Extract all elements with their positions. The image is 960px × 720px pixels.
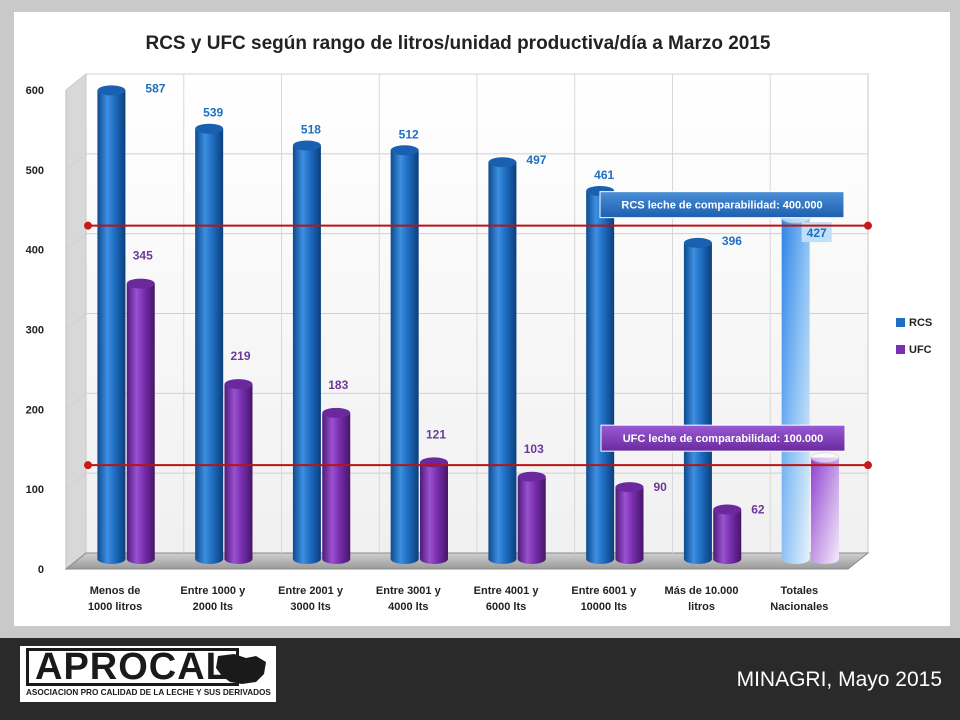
x-tick-label: 1000 litros (88, 601, 142, 613)
bar-rcs (781, 212, 811, 564)
data-label-rcs: 512 (399, 127, 419, 141)
bar-ufc (615, 482, 644, 564)
bar-rcs (390, 145, 419, 564)
data-label-ufc: 121 (426, 427, 446, 441)
data-label-rcs: 587 (145, 81, 165, 95)
legend-swatch (896, 318, 905, 327)
y-tick-label: 100 (26, 484, 44, 496)
logo-subtitle: ASOCIACION PRO CALIDAD DE LA LECHE Y SUS… (26, 688, 271, 697)
floor (64, 552, 870, 570)
data-label-ufc: 90 (653, 480, 667, 494)
x-tick-label: Entre 6001 y (571, 585, 637, 597)
logo-text: APROCAL (26, 648, 239, 686)
reference-box (600, 424, 846, 452)
gridline-side (65, 313, 87, 330)
reference-line-end (84, 461, 92, 470)
source-text: MINAGRI, Mayo 2015 (736, 668, 942, 691)
x-tick-label: 3000 lts (290, 601, 330, 613)
reference-line-end (84, 221, 92, 230)
reference-line-end (864, 221, 872, 230)
data-label-ufc: 345 (133, 249, 153, 263)
reference-label: UFC leche de comparabilidad: 100.000 (623, 433, 824, 445)
bars (97, 85, 840, 565)
bar-ufc (224, 379, 253, 564)
x-tick-label: 4000 lts (388, 601, 428, 613)
gridline-side (65, 153, 87, 171)
bar-rcs (292, 140, 321, 565)
reference-box (599, 191, 845, 219)
bar-ufc (419, 457, 448, 564)
x-tick-label: Entre 1000 y (180, 585, 246, 597)
reference-lines: RCS leche de comparabilidad: 400.000 UFC … (84, 191, 872, 470)
data-label-rcs: 461 (594, 168, 614, 182)
x-tick-label: Entre 4001 y (474, 585, 540, 597)
bar-ufc (126, 278, 155, 564)
legend-label: RCS (909, 317, 932, 329)
x-tick-label: 2000 lts (193, 601, 233, 613)
data-label-rcs: 497 (526, 153, 546, 167)
total-label-bg (801, 222, 832, 243)
bar-rcs (683, 237, 712, 565)
x-tick-label: 10000 lts (581, 601, 627, 613)
x-tick-label: Nacionales (770, 601, 828, 613)
reference-line-end (864, 461, 872, 470)
y-axis-ticks: 0 100 200 300 400 500 600 (26, 85, 44, 576)
gridline-side (65, 73, 87, 91)
uruguay-map-icon (216, 654, 266, 684)
bar-rcs (488, 157, 517, 564)
data-label-rcs: 427 (807, 226, 827, 240)
data-label-ufc: 183 (328, 378, 348, 392)
y-tick-label: 500 (26, 165, 44, 177)
reference-label: RCS leche de comparabilidad: 400.000 (621, 200, 822, 212)
bar-ufc (713, 504, 742, 564)
x-tick-label: 6000 lts (486, 601, 526, 613)
chart-title: RCS y UFC según rango de litros/unidad p… (145, 33, 770, 54)
x-tick-label: Totales (780, 585, 818, 597)
bar-chart: RCS y UFC según rango de litros/unidad p… (26, 33, 933, 613)
legend-label: UFC (909, 344, 932, 356)
x-tick-label: litros (688, 601, 715, 613)
y-tick-label: 200 (26, 404, 44, 416)
data-label-rcs: 518 (301, 122, 321, 136)
footer: APROCAL ASOCIACION PRO CALIDAD DE LA LEC… (0, 638, 960, 720)
legend: RCS UFC (896, 317, 932, 356)
gridline-side (65, 233, 87, 251)
aprocal-logo: APROCAL ASOCIACION PRO CALIDAD DE LA LEC… (20, 646, 276, 702)
gridline-side (65, 472, 87, 490)
y-tick-label: 600 (26, 85, 44, 97)
y-tick-label: 0 (38, 564, 44, 576)
plot-walls (64, 72, 870, 571)
bar-rcs (195, 123, 224, 564)
legend-swatch (896, 345, 905, 354)
gridline-side (65, 392, 87, 410)
x-axis-labels: Menos de 1000 litros Entre 1000 y 2000 lts E… (88, 585, 829, 613)
x-tick-label: Entre 3001 y (376, 585, 442, 597)
x-tick-label: Entre 2001 y (278, 585, 344, 597)
bar-ufc (810, 452, 840, 564)
bar-ufc (517, 471, 546, 564)
x-tick-label: Menos de (90, 585, 141, 597)
data-label-ufc: 62 (751, 503, 765, 517)
data-label-ufc: 219 (230, 349, 250, 363)
data-label-rcs: 539 (203, 106, 223, 120)
data-label-rcs: 396 (722, 234, 742, 248)
x-tick-label: Más de 10.000 (665, 585, 739, 597)
data-label-ufc: 103 (524, 442, 544, 456)
bar-rcs (97, 85, 126, 565)
y-tick-label: 300 (26, 325, 44, 337)
bar-ufc (322, 407, 351, 564)
y-tick-label: 400 (26, 245, 44, 257)
bar-rcs (586, 185, 615, 565)
